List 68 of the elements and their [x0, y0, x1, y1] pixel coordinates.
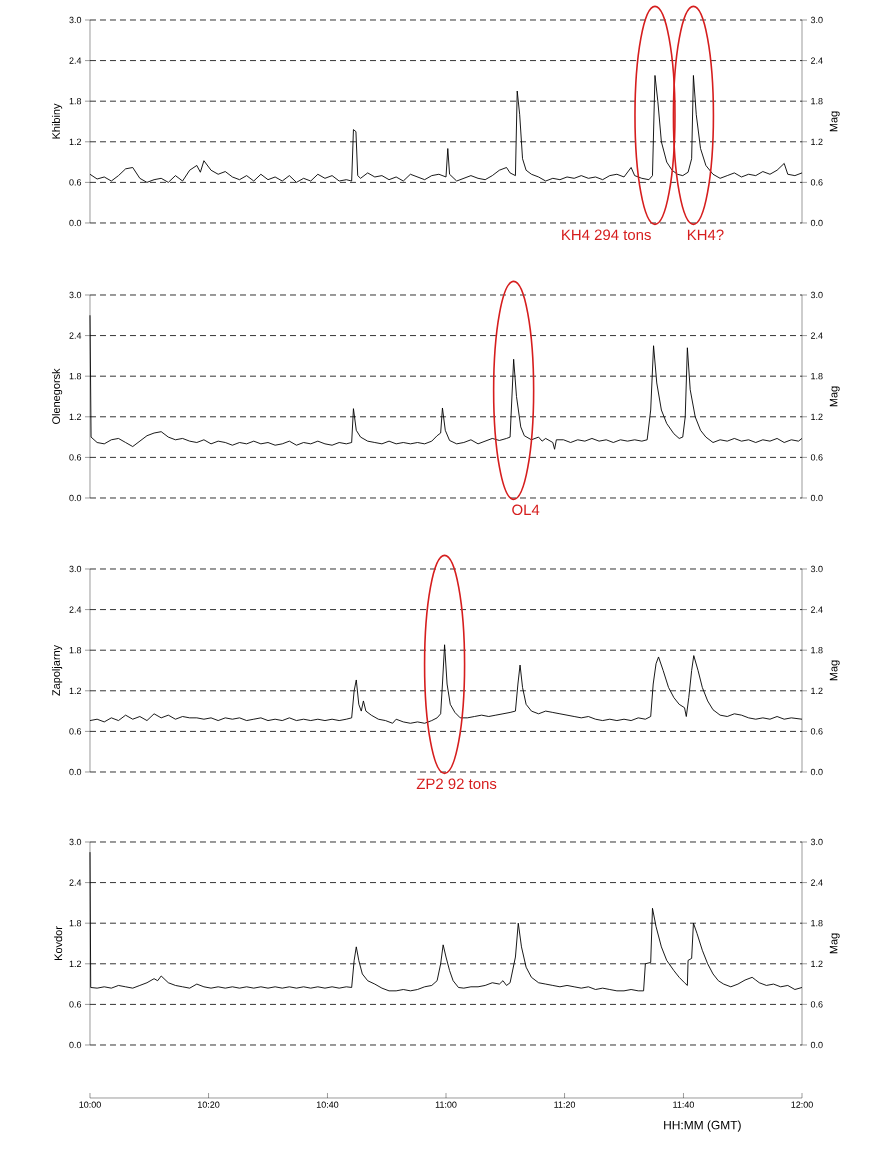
y2-tick-label: 3.0 [810, 565, 823, 573]
text: KH4 294 tons [562, 229, 651, 241]
y2-tick-label: 0.0 [810, 494, 823, 502]
text: KH4? [687, 229, 724, 240]
x-tick-label: 10:20 [198, 1101, 220, 1108]
y-tick-label: 0.6 [69, 728, 82, 735]
y2-tick-label: 0.6 [810, 454, 823, 461]
y-tick-label: 2.4 [69, 57, 82, 64]
y2-axis-title: Mag [829, 933, 840, 954]
y2-tick-label: 1.2 [811, 413, 823, 420]
y2-tick-label: 3.0 [810, 291, 823, 299]
y-tick-label: 3.0 [69, 291, 82, 299]
y-tick-label: 3.0 [69, 838, 82, 846]
y2-tick-label: 0.6 [810, 179, 823, 186]
y-axis-title: Khibiny [51, 103, 63, 139]
y2-tick-label: 2.4 [810, 606, 823, 613]
y2-axis-title: Mag [829, 386, 840, 407]
y2-tick-label: 3.0 [810, 838, 823, 846]
y2-tick-label: 1.8 [811, 647, 823, 654]
x-tick-label: 12:00 [791, 1101, 813, 1108]
y-tick-label: 1.8 [69, 373, 82, 380]
y-tick-label: 0.0 [69, 219, 82, 227]
y-tick-label: 1.8 [69, 920, 82, 927]
y-tick-label: 0.0 [69, 494, 82, 502]
y2-tick-label: 0.0 [810, 219, 823, 227]
y-tick-label: 2.4 [69, 879, 82, 886]
y2-tick-label: 1.2 [811, 687, 823, 694]
x-tick-label: 10:40 [316, 1101, 339, 1108]
y-tick-label: 1.2 [69, 960, 82, 967]
y2-tick-label: 0.6 [810, 1001, 823, 1008]
y2-tick-label: 1.2 [811, 138, 823, 145]
y-tick-label: 1.2 [69, 687, 82, 694]
y2-axis-title: Mag [829, 111, 840, 132]
y2-tick-label: 0.0 [810, 768, 823, 776]
y2-tick-label: 1.8 [811, 98, 823, 105]
y2-tick-label: 0.6 [810, 728, 823, 735]
y-tick-label: 0.6 [69, 179, 82, 186]
y2-tick-label: 0.0 [810, 1041, 823, 1049]
text: OL4 [512, 504, 540, 516]
x-tick-label: 11:00 [435, 1101, 457, 1108]
y-tick-label: 1.2 [69, 138, 82, 145]
y-tick-label: 0.6 [69, 454, 82, 461]
x-tick-label: 10:00 [79, 1101, 101, 1108]
y-tick-label: 3.0 [69, 16, 82, 24]
y2-tick-label: 3.0 [810, 16, 823, 24]
y2-tick-label: 2.4 [810, 57, 823, 64]
x-axis-title: HH:MM (GMT) [664, 1120, 741, 1132]
y-tick-label: 2.4 [69, 332, 82, 339]
y-tick-label: 0.6 [69, 1001, 82, 1008]
y2-tick-label: 1.8 [811, 373, 823, 380]
y2-axis-title: Mag [829, 660, 840, 681]
y-tick-label: 2.4 [69, 606, 82, 613]
y2-tick-label: 2.4 [810, 879, 823, 886]
y-tick-label: 0.0 [69, 768, 82, 776]
y2-tick-label: 1.2 [811, 960, 823, 967]
y-tick-label: 3.0 [69, 565, 82, 573]
y-axis-title: Zapoljarny [51, 644, 63, 696]
y-tick-label: 1.8 [69, 647, 82, 654]
text: ZP2 92 tons [416, 778, 497, 790]
y-axis-title: Olenegorsk [51, 368, 63, 424]
y-tick-label: 1.8 [69, 98, 82, 105]
y-tick-label: 0.0 [69, 1041, 82, 1049]
y2-tick-label: 1.8 [811, 920, 823, 927]
x-tick-label: 11:20 [554, 1101, 576, 1108]
y-tick-label: 1.2 [69, 413, 82, 420]
y2-tick-label: 2.4 [810, 332, 823, 339]
x-tick-label: 11:40 [673, 1101, 694, 1108]
y-axis-title: Kovdor [54, 926, 63, 960]
